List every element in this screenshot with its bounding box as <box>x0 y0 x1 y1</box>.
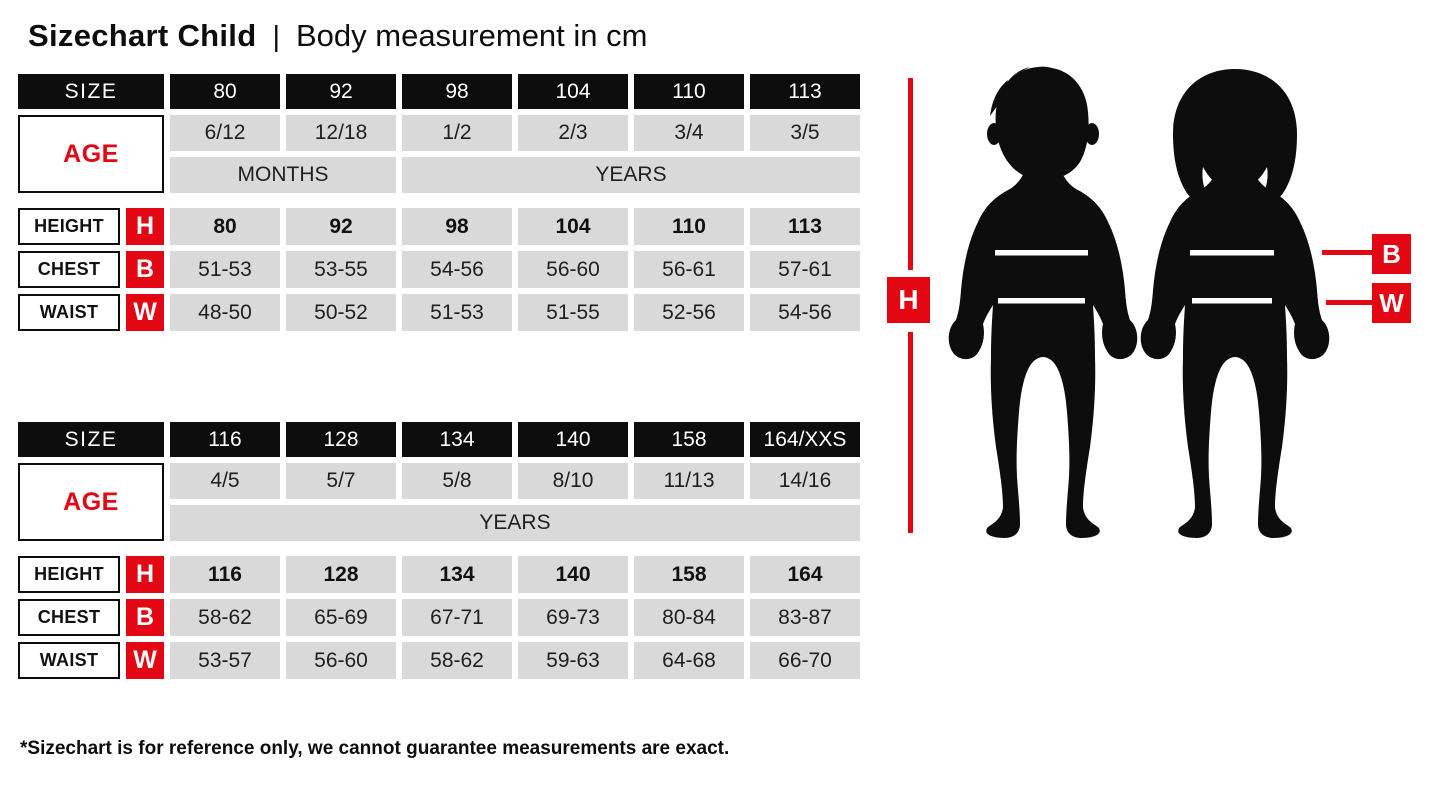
height-row-label: HEIGHT <box>18 556 120 593</box>
chest-value: 56-61 <box>634 251 744 288</box>
chest-value: 54-56 <box>402 251 512 288</box>
chest-key-badge: B <box>126 251 164 288</box>
chest-key-badge: B <box>126 599 164 636</box>
height-measure-line <box>908 78 913 270</box>
chest-row-label: CHEST <box>18 599 120 636</box>
title-divider: | <box>272 21 280 53</box>
height-value: 110 <box>634 208 744 245</box>
chest-value: 80-84 <box>634 599 744 636</box>
size-value: 92 <box>286 74 396 109</box>
sizechart-table-small: SIZE 80 92 98 104 110 113 AGE 6/12 12/18… <box>18 74 870 331</box>
height-value: 80 <box>170 208 280 245</box>
age-unit-years: YEARS <box>402 157 860 193</box>
size-value: 116 <box>170 422 280 457</box>
age-value: 1/2 <box>402 115 512 151</box>
waist-value: 58-62 <box>402 642 512 679</box>
height-key-badge: H <box>126 556 164 593</box>
chest-key-badge: B <box>1372 234 1411 274</box>
height-value: 164 <box>750 556 860 593</box>
chest-value: 67-71 <box>402 599 512 636</box>
title-brand: Sizechart Child <box>28 18 257 53</box>
waist-value: 59-63 <box>518 642 628 679</box>
size-value: 104 <box>518 74 628 109</box>
height-value: 140 <box>518 556 628 593</box>
height-measure-line <box>908 332 913 533</box>
waist-value: 54-56 <box>750 294 860 331</box>
girl-silhouette-icon <box>1140 69 1330 538</box>
waist-value: 50-52 <box>286 294 396 331</box>
age-row-label: AGE <box>18 115 164 193</box>
chest-value: 56-60 <box>518 251 628 288</box>
age-value: 3/4 <box>634 115 744 151</box>
waist-value: 48-50 <box>170 294 280 331</box>
chest-pointer-line <box>1322 250 1374 255</box>
size-value: 164/XXS <box>750 422 860 457</box>
height-value: 92 <box>286 208 396 245</box>
chest-value: 69-73 <box>518 599 628 636</box>
waist-key-badge: W <box>126 642 164 679</box>
sizechart-table-large: SIZE 116 128 134 140 158 164/XXS AGE 4/5… <box>18 422 870 679</box>
chest-value: 65-69 <box>286 599 396 636</box>
waist-value: 52-56 <box>634 294 744 331</box>
age-value: 4/5 <box>170 463 280 499</box>
waist-row-label: WAIST <box>18 642 120 679</box>
age-value: 5/8 <box>402 463 512 499</box>
page-title: Sizechart Child | Body measurement in cm <box>28 18 647 54</box>
height-value: 98 <box>402 208 512 245</box>
waist-value: 51-55 <box>518 294 628 331</box>
size-value: 98 <box>402 74 512 109</box>
height-value: 113 <box>750 208 860 245</box>
age-value: 6/12 <box>170 115 280 151</box>
chest-value: 58-62 <box>170 599 280 636</box>
age-value: 11/13 <box>634 463 744 499</box>
size-value: 110 <box>634 74 744 109</box>
waist-value: 64-68 <box>634 642 744 679</box>
age-value: 5/7 <box>286 463 396 499</box>
size-header-label: SIZE <box>18 74 164 109</box>
age-unit-years: YEARS <box>170 505 860 541</box>
height-key-badge: H <box>887 277 930 323</box>
chest-row-label: CHEST <box>18 251 120 288</box>
disclaimer-text: *Sizechart is for reference only, we can… <box>20 738 730 759</box>
waist-value: 51-53 <box>402 294 512 331</box>
size-value: 80 <box>170 74 280 109</box>
chest-value: 51-53 <box>170 251 280 288</box>
age-value: 14/16 <box>750 463 860 499</box>
height-value: 104 <box>518 208 628 245</box>
chest-value: 53-55 <box>286 251 396 288</box>
chest-value: 83-87 <box>750 599 860 636</box>
waist-pointer-line <box>1326 300 1374 305</box>
age-unit-months: MONTHS <box>170 157 396 193</box>
waist-value: 66-70 <box>750 642 860 679</box>
waist-value: 56-60 <box>286 642 396 679</box>
waist-key-badge: W <box>126 294 164 331</box>
height-key-badge: H <box>126 208 164 245</box>
height-row-label: HEIGHT <box>18 208 120 245</box>
size-value: 128 <box>286 422 396 457</box>
title-subtitle: Body measurement in cm <box>295 18 648 53</box>
age-value: 2/3 <box>518 115 628 151</box>
age-value: 3/5 <box>750 115 860 151</box>
age-row-label: AGE <box>18 463 164 541</box>
chest-value: 57-61 <box>750 251 860 288</box>
age-value: 12/18 <box>286 115 396 151</box>
height-value: 134 <box>402 556 512 593</box>
height-value: 158 <box>634 556 744 593</box>
size-value: 158 <box>634 422 744 457</box>
boy-silhouette-icon <box>948 66 1138 538</box>
size-value: 134 <box>402 422 512 457</box>
waist-value: 53-57 <box>170 642 280 679</box>
age-value: 8/10 <box>518 463 628 499</box>
waist-row-label: WAIST <box>18 294 120 331</box>
height-value: 128 <box>286 556 396 593</box>
size-value: 113 <box>750 74 860 109</box>
size-value: 140 <box>518 422 628 457</box>
height-value: 116 <box>170 556 280 593</box>
size-header-label: SIZE <box>18 422 164 457</box>
waist-key-badge: W <box>1372 283 1411 323</box>
